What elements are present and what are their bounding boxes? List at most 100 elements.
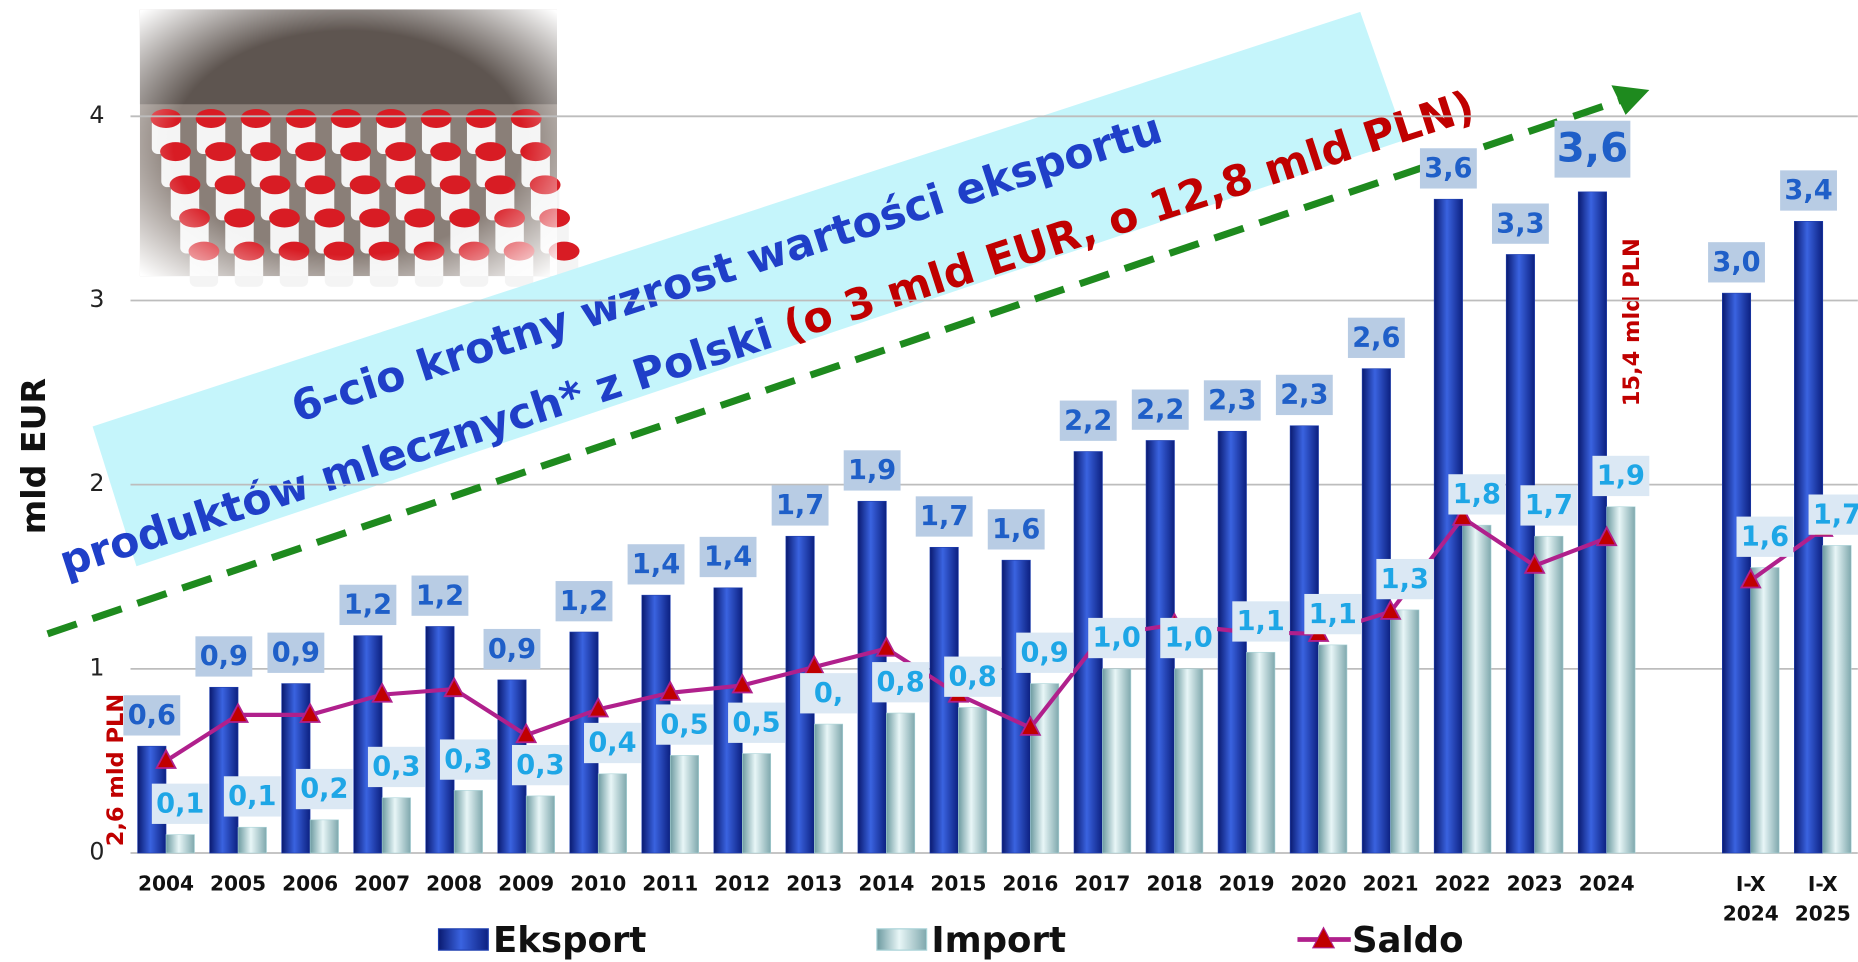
bar (1319, 645, 1347, 853)
x-tick-label: 2023 (1507, 871, 1563, 895)
bar (1002, 560, 1030, 853)
value-label: 2,2 (1064, 405, 1112, 436)
value-label: 0,3 (444, 744, 492, 775)
value-label: 3,4 (1784, 175, 1832, 206)
value-label: 2,3 (1280, 380, 1328, 411)
x-tick-label: 2013 (786, 871, 842, 895)
bar (742, 754, 770, 853)
y-tick-label: 2 (89, 469, 104, 497)
legend-label: Import (931, 920, 1066, 961)
value-label: 0,9 (1021, 637, 1069, 668)
value-label: 1,7 (1813, 499, 1858, 530)
value-label: 0,3 (516, 750, 564, 781)
value-label: 0,1 (228, 781, 276, 812)
value-label: 0,9 (200, 641, 248, 672)
bar (1391, 610, 1419, 853)
x-tick-label: 2019 (1218, 871, 1274, 895)
value-label: 3,3 (1496, 208, 1544, 239)
bar (1102, 669, 1130, 853)
value-label: 3,0 (1712, 247, 1760, 278)
bar (282, 684, 310, 853)
value-label: 0,4 (588, 728, 636, 759)
value-label: 0, (814, 678, 843, 709)
y-tick-label: 1 (89, 653, 104, 681)
chart: 6-cio krotny wzrost wartości eksportu pr… (0, 0, 1858, 962)
value-label: 1,2 (560, 586, 608, 617)
x-tick-label: 2009 (498, 871, 554, 895)
x-tick-label: 2006 (282, 871, 338, 895)
value-label: 0,5 (732, 707, 780, 738)
value-label: 0,3 (372, 752, 420, 783)
value-label: 0,1 (156, 788, 204, 819)
x-tick-label: 2018 (1146, 871, 1202, 895)
x-tick-label: 2004 (138, 871, 194, 895)
value-label: 3,6 (1557, 125, 1628, 171)
value-label: 1,3 (1381, 564, 1429, 595)
x-tick-label: 2021 (1363, 871, 1419, 895)
value-label: 0,9 (488, 634, 536, 665)
bar (1247, 652, 1275, 853)
value-label: 1,7 (920, 501, 968, 532)
bar (958, 708, 986, 853)
legend-label: Eksport (493, 920, 646, 961)
value-label: 1,7 (1525, 490, 1573, 521)
value-label: 0,8 (948, 661, 996, 692)
x-tick-label: 2020 (1291, 871, 1347, 895)
bar (166, 835, 194, 853)
bar (310, 820, 338, 853)
bar (598, 774, 626, 853)
value-label: 0,2 (300, 774, 348, 805)
value-label: 2,2 (1136, 394, 1184, 425)
bar (1174, 669, 1202, 853)
bar (1751, 568, 1779, 853)
x-tick-label: 2008 (426, 871, 482, 895)
annotation: 15,4 mld PLN (1619, 238, 1645, 406)
value-label: 1,0 (1093, 623, 1141, 654)
bar (1722, 293, 1750, 853)
value-label: 1,4 (632, 549, 680, 580)
bar (1506, 254, 1534, 853)
trend-arrow-head (1611, 85, 1649, 115)
value-label: 0,6 (128, 700, 176, 731)
photo-vignette (140, 9, 557, 276)
value-label: 1,1 (1309, 599, 1357, 630)
x-tick-label: 2014 (858, 871, 914, 895)
value-label: 2,3 (1208, 385, 1256, 416)
x-tick-label: 2017 (1074, 871, 1130, 895)
value-label: 1,6 (992, 514, 1040, 545)
x-tick-label: 2022 (1435, 871, 1491, 895)
page: 6-cio krotny wzrost wartości eksportu pr… (0, 0, 1858, 962)
x-tick-label: 2010 (570, 871, 626, 895)
x-tick-label: 2024 (1579, 871, 1635, 895)
y-tick-label: 4 (89, 101, 104, 129)
x-tick-label: I-X2024 (1723, 871, 1779, 925)
x-tick-label: 2016 (1002, 871, 1058, 895)
bar (1823, 545, 1851, 853)
value-label: 1,1 (1237, 606, 1285, 637)
value-label: 1,7 (776, 490, 824, 521)
photo (140, 9, 580, 286)
bar (814, 724, 842, 853)
bar (238, 827, 266, 853)
bar (1535, 536, 1563, 853)
value-label: 1,2 (416, 580, 464, 611)
value-label: 0,8 (876, 667, 924, 698)
value-label: 1,8 (1453, 479, 1501, 510)
legend-label: Saldo (1352, 920, 1464, 961)
value-label: 1,9 (1597, 461, 1645, 492)
bar (1607, 507, 1635, 853)
x-tick-label: 2011 (642, 871, 698, 895)
x-tick-label: 2005 (210, 871, 266, 895)
bar (1578, 192, 1606, 853)
legend-swatch (439, 929, 489, 950)
bar (382, 798, 410, 853)
value-label: 1,4 (704, 542, 752, 573)
bar (1463, 525, 1491, 853)
bar (454, 790, 482, 853)
value-label: 1,6 (1741, 521, 1789, 552)
bar (1218, 431, 1246, 853)
value-label: 3,6 (1424, 153, 1472, 184)
bar (354, 636, 382, 853)
y-tick-label: 3 (89, 285, 104, 313)
value-label: 0,9 (272, 637, 320, 668)
